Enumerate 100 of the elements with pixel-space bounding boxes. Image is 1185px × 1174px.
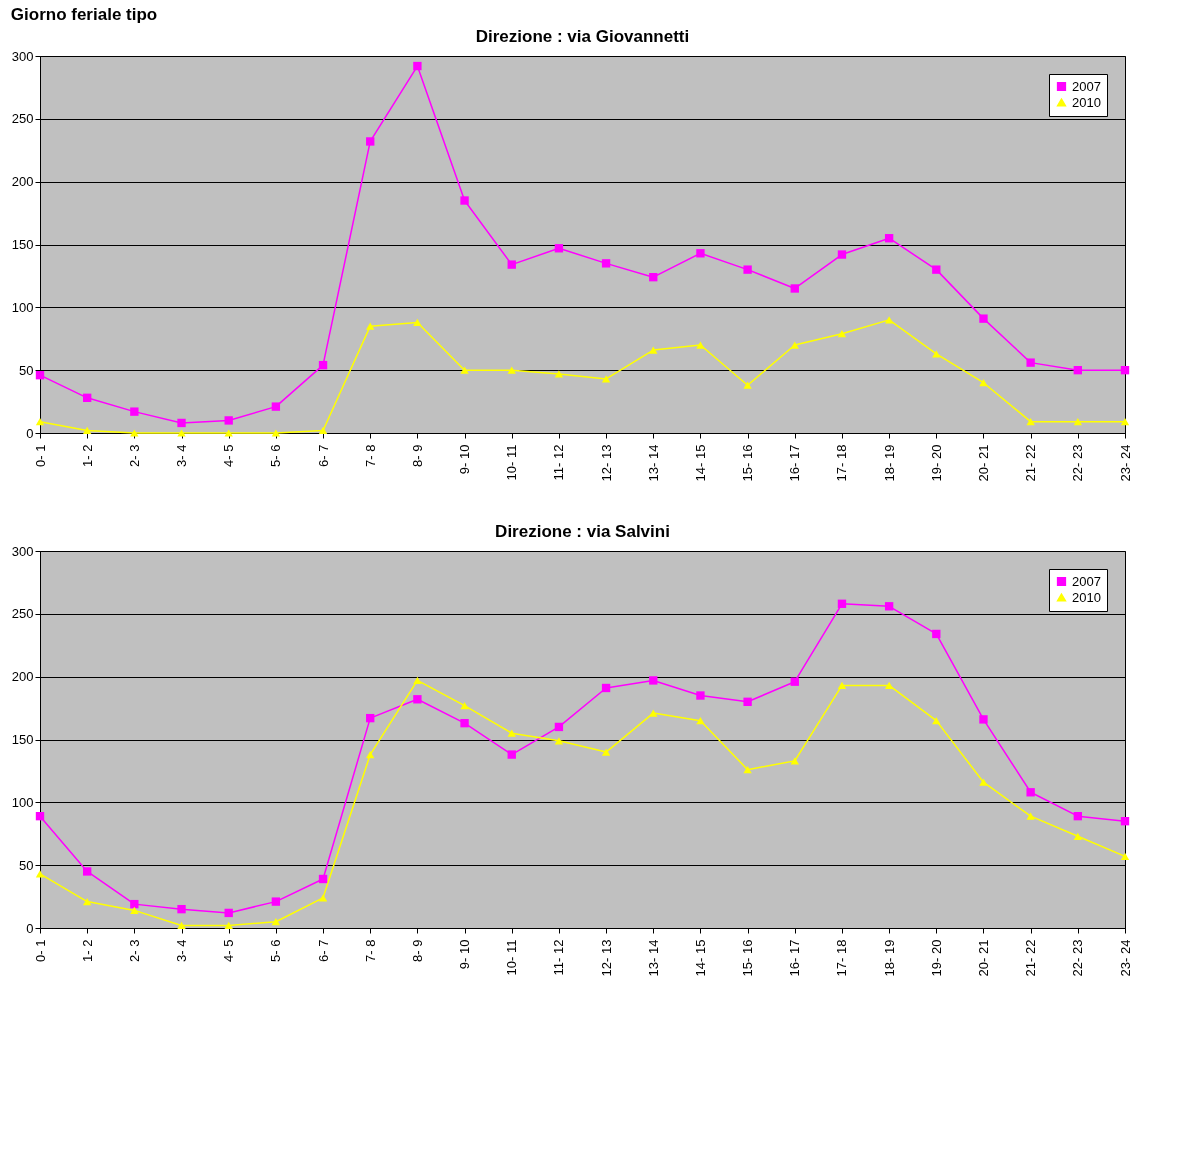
point <box>130 429 139 437</box>
x-tick-label: 6- 7 <box>315 444 331 467</box>
point <box>790 284 799 293</box>
y-tick-label: 50 <box>19 362 34 378</box>
x-tick-label: 18- 19 <box>881 444 897 482</box>
x-tick-label: 15- 16 <box>740 939 756 977</box>
x-tick-label: 12- 13 <box>598 444 614 482</box>
point <box>460 701 469 710</box>
y-tick-label: 250 <box>11 111 34 127</box>
point <box>554 370 564 378</box>
point <box>271 918 281 926</box>
y-tick-label: 0 <box>26 920 34 936</box>
point <box>979 379 988 387</box>
y-tick-label: 300 <box>11 48 34 64</box>
point <box>82 426 92 435</box>
y-tick-label: 300 <box>11 543 34 559</box>
x-tick-label: 20- 21 <box>975 444 991 482</box>
point <box>271 429 281 437</box>
point <box>318 426 328 435</box>
y-tick-label: 250 <box>11 606 34 622</box>
x-tick-label: 19- 20 <box>928 444 944 482</box>
x-tick-label: 19- 20 <box>928 939 944 977</box>
point <box>130 906 139 915</box>
point <box>507 366 516 374</box>
point <box>224 921 233 930</box>
point <box>601 259 611 268</box>
point <box>932 265 941 274</box>
point <box>884 316 894 324</box>
chart-title: Direzione : via Salvini <box>495 522 670 541</box>
point <box>271 402 281 411</box>
point <box>649 709 658 717</box>
x-tick-label: 4- 5 <box>221 939 237 962</box>
x-tick-label: 11- 12 <box>551 444 567 481</box>
y-tick-label: 200 <box>11 669 34 685</box>
point <box>413 61 422 71</box>
point <box>1026 788 1035 797</box>
point <box>460 366 469 374</box>
point <box>601 375 611 383</box>
x-tick-label: 1- 2 <box>79 444 95 467</box>
point <box>507 750 516 759</box>
y-tick-label: 150 <box>11 237 34 252</box>
point <box>790 341 799 349</box>
x-tick-label: 6- 7 <box>315 939 331 962</box>
point <box>318 360 328 370</box>
x-tick-label: 2- 3 <box>126 444 142 467</box>
point <box>1026 418 1035 426</box>
point <box>884 602 894 611</box>
point <box>932 629 941 639</box>
point <box>177 429 186 437</box>
point <box>932 717 941 725</box>
x-tick-label: 9- 10 <box>457 444 473 475</box>
point <box>1073 418 1083 426</box>
point <box>460 196 469 205</box>
x-tick-label: 13- 14 <box>645 444 661 482</box>
x-tick-label: 8- 9 <box>409 939 425 962</box>
x-tick-label: 3- 4 <box>174 939 190 962</box>
point <box>1120 365 1130 375</box>
point <box>1120 817 1130 826</box>
x-tick-label: 23- 24 <box>1117 939 1133 977</box>
x-tick-label: 23- 24 <box>1117 444 1133 482</box>
chart-title: Direzione : via Giovannetti <box>475 27 690 46</box>
x-tick-label: 1- 2 <box>79 939 95 962</box>
point <box>366 322 375 330</box>
x-tick-label: 20- 21 <box>975 939 991 977</box>
x-tick-label: 12- 13 <box>598 939 614 977</box>
point <box>837 250 847 259</box>
x-tick-label: 3- 4 <box>174 444 190 467</box>
point <box>460 718 469 728</box>
point <box>366 750 375 759</box>
x-tick-label: 5- 6 <box>268 939 284 962</box>
point <box>35 870 45 878</box>
point <box>884 681 894 690</box>
point <box>507 260 516 269</box>
point <box>177 921 186 930</box>
point <box>1120 852 1130 860</box>
point <box>979 314 988 323</box>
point <box>649 676 658 685</box>
point <box>649 346 658 354</box>
x-tick-label: 21- 22 <box>1023 939 1039 977</box>
x-tick-label: 14- 15 <box>692 444 708 482</box>
point <box>649 272 658 282</box>
point <box>696 249 705 258</box>
x-tick-label: 9- 10 <box>457 939 473 970</box>
x-tick-label: 22- 23 <box>1070 444 1086 482</box>
point <box>224 429 233 437</box>
point <box>224 908 233 918</box>
x-tick-label: 14- 15 <box>692 939 708 977</box>
x-tick-label: 0- 1 <box>32 939 48 962</box>
x-tick-label: 4- 5 <box>221 444 237 467</box>
y-tick-label: 0 <box>26 425 34 441</box>
x-tick-label: 10- 11 <box>504 939 520 976</box>
text: Giorno feriale tipo <box>10 4 158 24</box>
point <box>130 899 139 909</box>
point <box>837 681 847 690</box>
point <box>507 729 516 737</box>
x-tick-label: 18- 19 <box>881 939 897 977</box>
point <box>601 748 611 756</box>
point <box>35 418 45 426</box>
point <box>1073 832 1083 840</box>
point <box>413 676 422 685</box>
